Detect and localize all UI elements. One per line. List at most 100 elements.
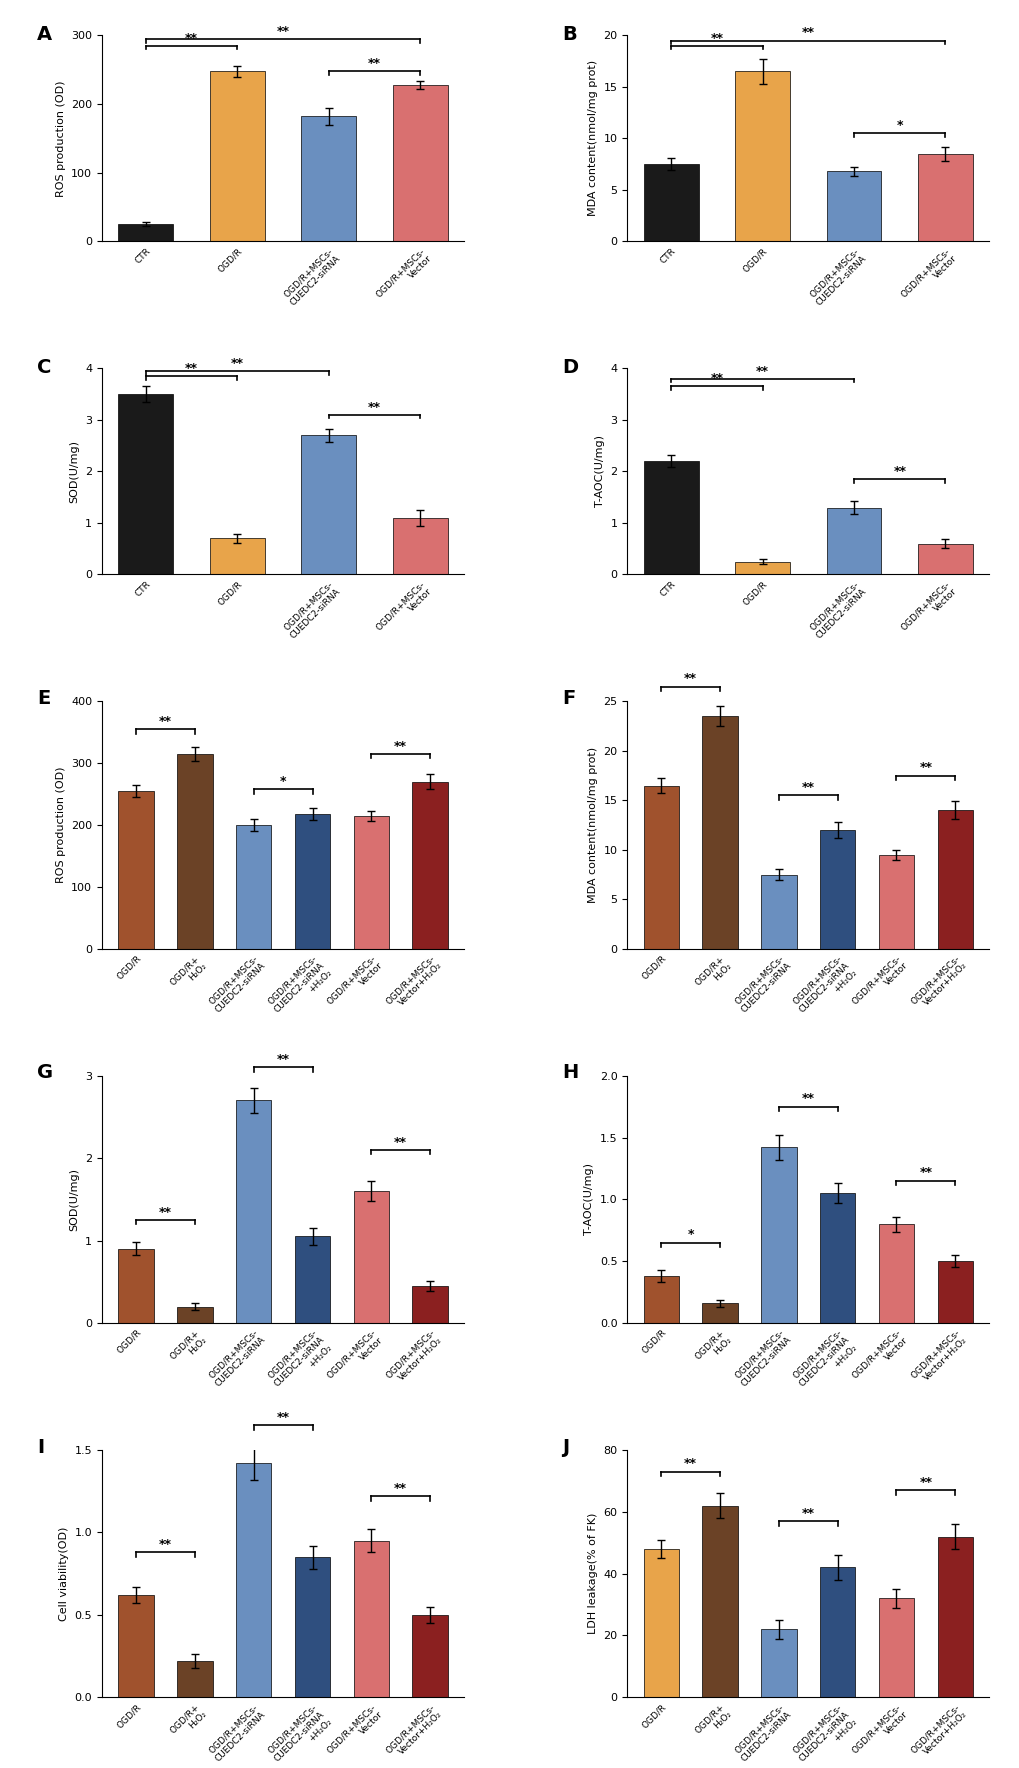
Bar xyxy=(760,1630,796,1697)
Text: **: ** xyxy=(185,32,198,44)
Text: A: A xyxy=(37,25,52,44)
Text: **: ** xyxy=(801,1093,814,1105)
Bar xyxy=(878,854,913,949)
Text: **: ** xyxy=(230,357,244,370)
Y-axis label: SOD(U/mg): SOD(U/mg) xyxy=(69,440,79,502)
Bar xyxy=(825,171,880,242)
Bar xyxy=(643,1549,679,1697)
Text: **: ** xyxy=(393,1482,407,1494)
Bar xyxy=(936,1261,972,1322)
Y-axis label: T-AOC(U/mg): T-AOC(U/mg) xyxy=(584,1163,594,1236)
Text: **: ** xyxy=(276,25,289,37)
Text: *: * xyxy=(896,118,902,133)
Text: **: ** xyxy=(755,364,768,378)
Bar xyxy=(235,826,271,949)
Bar xyxy=(702,1303,737,1322)
Text: **: ** xyxy=(801,781,814,794)
Text: I: I xyxy=(37,1437,44,1457)
Text: **: ** xyxy=(393,739,407,753)
Bar xyxy=(735,562,790,575)
Bar xyxy=(936,1536,972,1697)
Bar xyxy=(643,164,698,242)
Text: **: ** xyxy=(801,1506,814,1520)
Text: H: H xyxy=(561,1063,578,1082)
Bar xyxy=(702,716,737,949)
Text: J: J xyxy=(561,1437,569,1457)
Bar xyxy=(210,539,265,575)
Y-axis label: Cell viability(OD): Cell viability(OD) xyxy=(59,1526,69,1621)
Y-axis label: ROS production (OD): ROS production (OD) xyxy=(56,80,65,196)
Bar xyxy=(301,117,356,242)
Bar xyxy=(936,810,972,949)
Bar xyxy=(294,1236,330,1322)
Y-axis label: T-AOC(U/mg): T-AOC(U/mg) xyxy=(594,435,604,507)
Bar xyxy=(819,1568,855,1697)
Text: **: ** xyxy=(368,401,381,414)
Text: **: ** xyxy=(684,1457,697,1471)
Bar xyxy=(412,1614,447,1697)
Text: **: ** xyxy=(276,1054,289,1066)
Text: *: * xyxy=(687,1229,693,1241)
Bar xyxy=(118,225,173,242)
Bar xyxy=(177,1307,212,1322)
Bar xyxy=(118,790,154,949)
Text: **: ** xyxy=(393,1135,407,1149)
Bar xyxy=(235,1100,271,1322)
Text: **: ** xyxy=(185,362,198,375)
Text: G: G xyxy=(37,1063,53,1082)
Bar xyxy=(878,1598,913,1697)
Text: **: ** xyxy=(684,672,697,686)
Bar xyxy=(210,71,265,242)
Bar xyxy=(917,154,972,242)
Bar xyxy=(819,1193,855,1322)
Y-axis label: MDA content(nmol/mg prot): MDA content(nmol/mg prot) xyxy=(587,748,597,903)
Bar xyxy=(118,394,173,575)
Bar xyxy=(235,1464,271,1697)
Text: **: ** xyxy=(893,465,905,477)
Bar xyxy=(878,1223,913,1322)
Text: D: D xyxy=(561,359,578,377)
Y-axis label: SOD(U/mg): SOD(U/mg) xyxy=(69,1169,79,1231)
Text: **: ** xyxy=(276,1411,289,1423)
Bar xyxy=(643,461,698,575)
Text: **: ** xyxy=(368,57,381,71)
Text: **: ** xyxy=(709,373,722,385)
Bar xyxy=(760,1147,796,1322)
Text: **: ** xyxy=(159,1206,172,1218)
Text: **: ** xyxy=(918,1476,931,1489)
Text: C: C xyxy=(37,359,51,377)
Text: **: ** xyxy=(709,32,722,44)
Bar xyxy=(643,785,679,949)
Bar xyxy=(412,781,447,949)
Bar xyxy=(118,1248,154,1322)
Bar xyxy=(118,1595,154,1697)
Bar xyxy=(825,507,880,575)
Bar xyxy=(177,753,212,949)
Bar xyxy=(917,543,972,575)
Bar xyxy=(177,1660,212,1697)
Text: F: F xyxy=(561,690,575,707)
Y-axis label: LDH leakage(% of FK): LDH leakage(% of FK) xyxy=(587,1513,597,1634)
Bar xyxy=(354,1540,388,1697)
Text: **: ** xyxy=(918,762,931,774)
Bar xyxy=(735,71,790,242)
Bar xyxy=(392,85,447,242)
Text: **: ** xyxy=(159,714,172,728)
Bar xyxy=(819,829,855,949)
Bar xyxy=(392,518,447,575)
Text: **: ** xyxy=(801,27,814,39)
Bar xyxy=(412,1285,447,1322)
Bar xyxy=(354,1192,388,1322)
Y-axis label: MDA content(nmol/mg prot): MDA content(nmol/mg prot) xyxy=(587,60,597,216)
Bar xyxy=(294,813,330,949)
Text: *: * xyxy=(279,774,286,789)
Bar xyxy=(354,815,388,949)
Text: E: E xyxy=(37,690,50,707)
Bar xyxy=(643,1276,679,1322)
Bar xyxy=(294,1558,330,1697)
Bar xyxy=(301,435,356,575)
Y-axis label: ROS production (OD): ROS production (OD) xyxy=(56,767,65,884)
Text: B: B xyxy=(561,25,576,44)
Text: **: ** xyxy=(159,1538,172,1551)
Text: **: ** xyxy=(918,1167,931,1179)
